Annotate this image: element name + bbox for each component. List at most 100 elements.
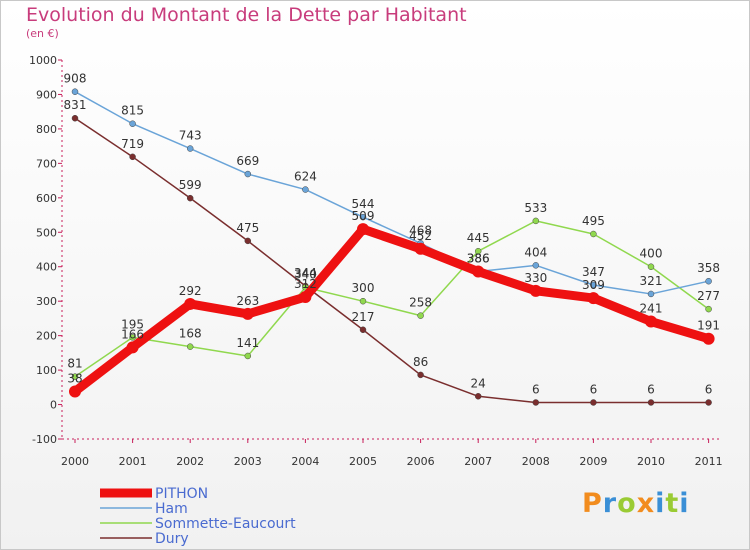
x-tick-label: 2001 (119, 455, 147, 468)
y-tick-label: 400 (36, 261, 57, 274)
data-point (474, 393, 482, 400)
data-point (71, 114, 79, 122)
data-label: 831 (64, 98, 87, 112)
data-label: 241 (640, 302, 663, 316)
data-label: 669 (236, 154, 259, 168)
data-label: 141 (236, 336, 259, 350)
legend-label: Sommette-Eaucourt (155, 516, 296, 532)
data-label: 309 (582, 278, 605, 292)
series-sommette-eaucourt (71, 217, 712, 380)
data-point (705, 305, 712, 313)
data-point (705, 399, 712, 406)
data-point (590, 281, 597, 289)
data-label: 544 (352, 197, 375, 211)
data-point (299, 291, 312, 304)
data-label: 743 (179, 129, 202, 143)
data-point (302, 186, 309, 193)
data-point (645, 315, 657, 328)
data-point (241, 307, 254, 320)
data-label: 908 (64, 72, 87, 86)
data-label: 340 (294, 267, 317, 281)
data-point (129, 120, 136, 127)
series-ham (71, 88, 712, 298)
data-label: 6 (532, 382, 540, 396)
data-point (359, 326, 367, 334)
data-point (71, 373, 79, 380)
data-label: 386 (467, 252, 490, 266)
data-label: 321 (640, 274, 663, 288)
data-label: 86 (413, 355, 428, 369)
data-label: 312 (294, 277, 317, 291)
series-dury (71, 114, 712, 406)
data-point (184, 297, 197, 310)
data-label: 400 (640, 247, 663, 261)
data-label: 38 (67, 371, 82, 385)
data-point (244, 170, 252, 178)
chart-unit-label: (en €) (26, 27, 59, 40)
data-point (186, 194, 194, 202)
data-label: 258 (409, 296, 432, 310)
data-label: 81 (67, 357, 82, 371)
series-pithon (69, 223, 715, 398)
legend-label: PITHON (155, 486, 208, 502)
data-point (472, 265, 485, 278)
y-tick-label: 500 (36, 226, 57, 239)
data-label: 6 (590, 382, 598, 396)
data-label: 509 (352, 209, 375, 223)
logo-letter: i (679, 488, 690, 519)
data-point (647, 263, 655, 270)
data-label: 347 (582, 265, 605, 279)
data-label: 195 (121, 317, 144, 331)
data-label: 292 (179, 284, 202, 298)
x-tick-label: 2006 (407, 455, 435, 468)
data-point (186, 343, 194, 350)
data-label: 624 (294, 170, 317, 184)
data-point (474, 247, 482, 255)
data-point (126, 341, 139, 354)
series-lines-group (69, 88, 715, 406)
y-tick-label: 100 (36, 364, 57, 377)
data-point (590, 230, 597, 238)
series-line (74, 220, 710, 378)
proxiti-logo: Proxiti (582, 488, 690, 519)
y-tick-label: 600 (36, 192, 57, 205)
y-tick-label: 200 (36, 330, 57, 343)
data-label: 191 (697, 319, 720, 333)
logo-letter: P (582, 488, 603, 519)
data-point (590, 399, 597, 406)
x-tick-label: 2007 (464, 455, 492, 468)
data-label: 6 (705, 382, 713, 396)
x-tick-label: 2004 (291, 455, 319, 468)
logo-letter: t (665, 488, 680, 519)
data-point (69, 385, 81, 398)
data-label: 358 (697, 261, 720, 275)
data-point (129, 334, 136, 341)
data-label: 495 (582, 214, 605, 228)
data-label: 404 (524, 245, 547, 259)
data-point (244, 352, 252, 360)
chart-title: Evolution du Montant de la Dette par Hab… (26, 4, 467, 26)
logo-letter: i (655, 488, 666, 519)
y-tick-label: 900 (36, 88, 57, 101)
data-label: 468 (409, 223, 432, 237)
y-tick-label: 700 (36, 157, 57, 170)
data-point (417, 312, 424, 319)
data-point (359, 297, 367, 305)
x-tick-label: 2005 (349, 455, 377, 468)
series-line (70, 224, 714, 396)
legend-label: Dury (155, 531, 189, 547)
data-label: 475 (236, 221, 259, 235)
axes-group: -100 0 100 200 300 400 500 600 700 800 900 1000 2000… (29, 54, 723, 468)
y-tick-label: 1000 (29, 54, 57, 67)
data-label: 168 (179, 327, 202, 341)
series-line (74, 90, 710, 295)
data-point (705, 277, 712, 285)
data-point (529, 284, 542, 297)
data-point (357, 223, 369, 236)
logo-letter: r (602, 488, 618, 519)
data-point (414, 242, 427, 255)
logo-letter: x (636, 488, 656, 519)
data-point (647, 399, 655, 406)
